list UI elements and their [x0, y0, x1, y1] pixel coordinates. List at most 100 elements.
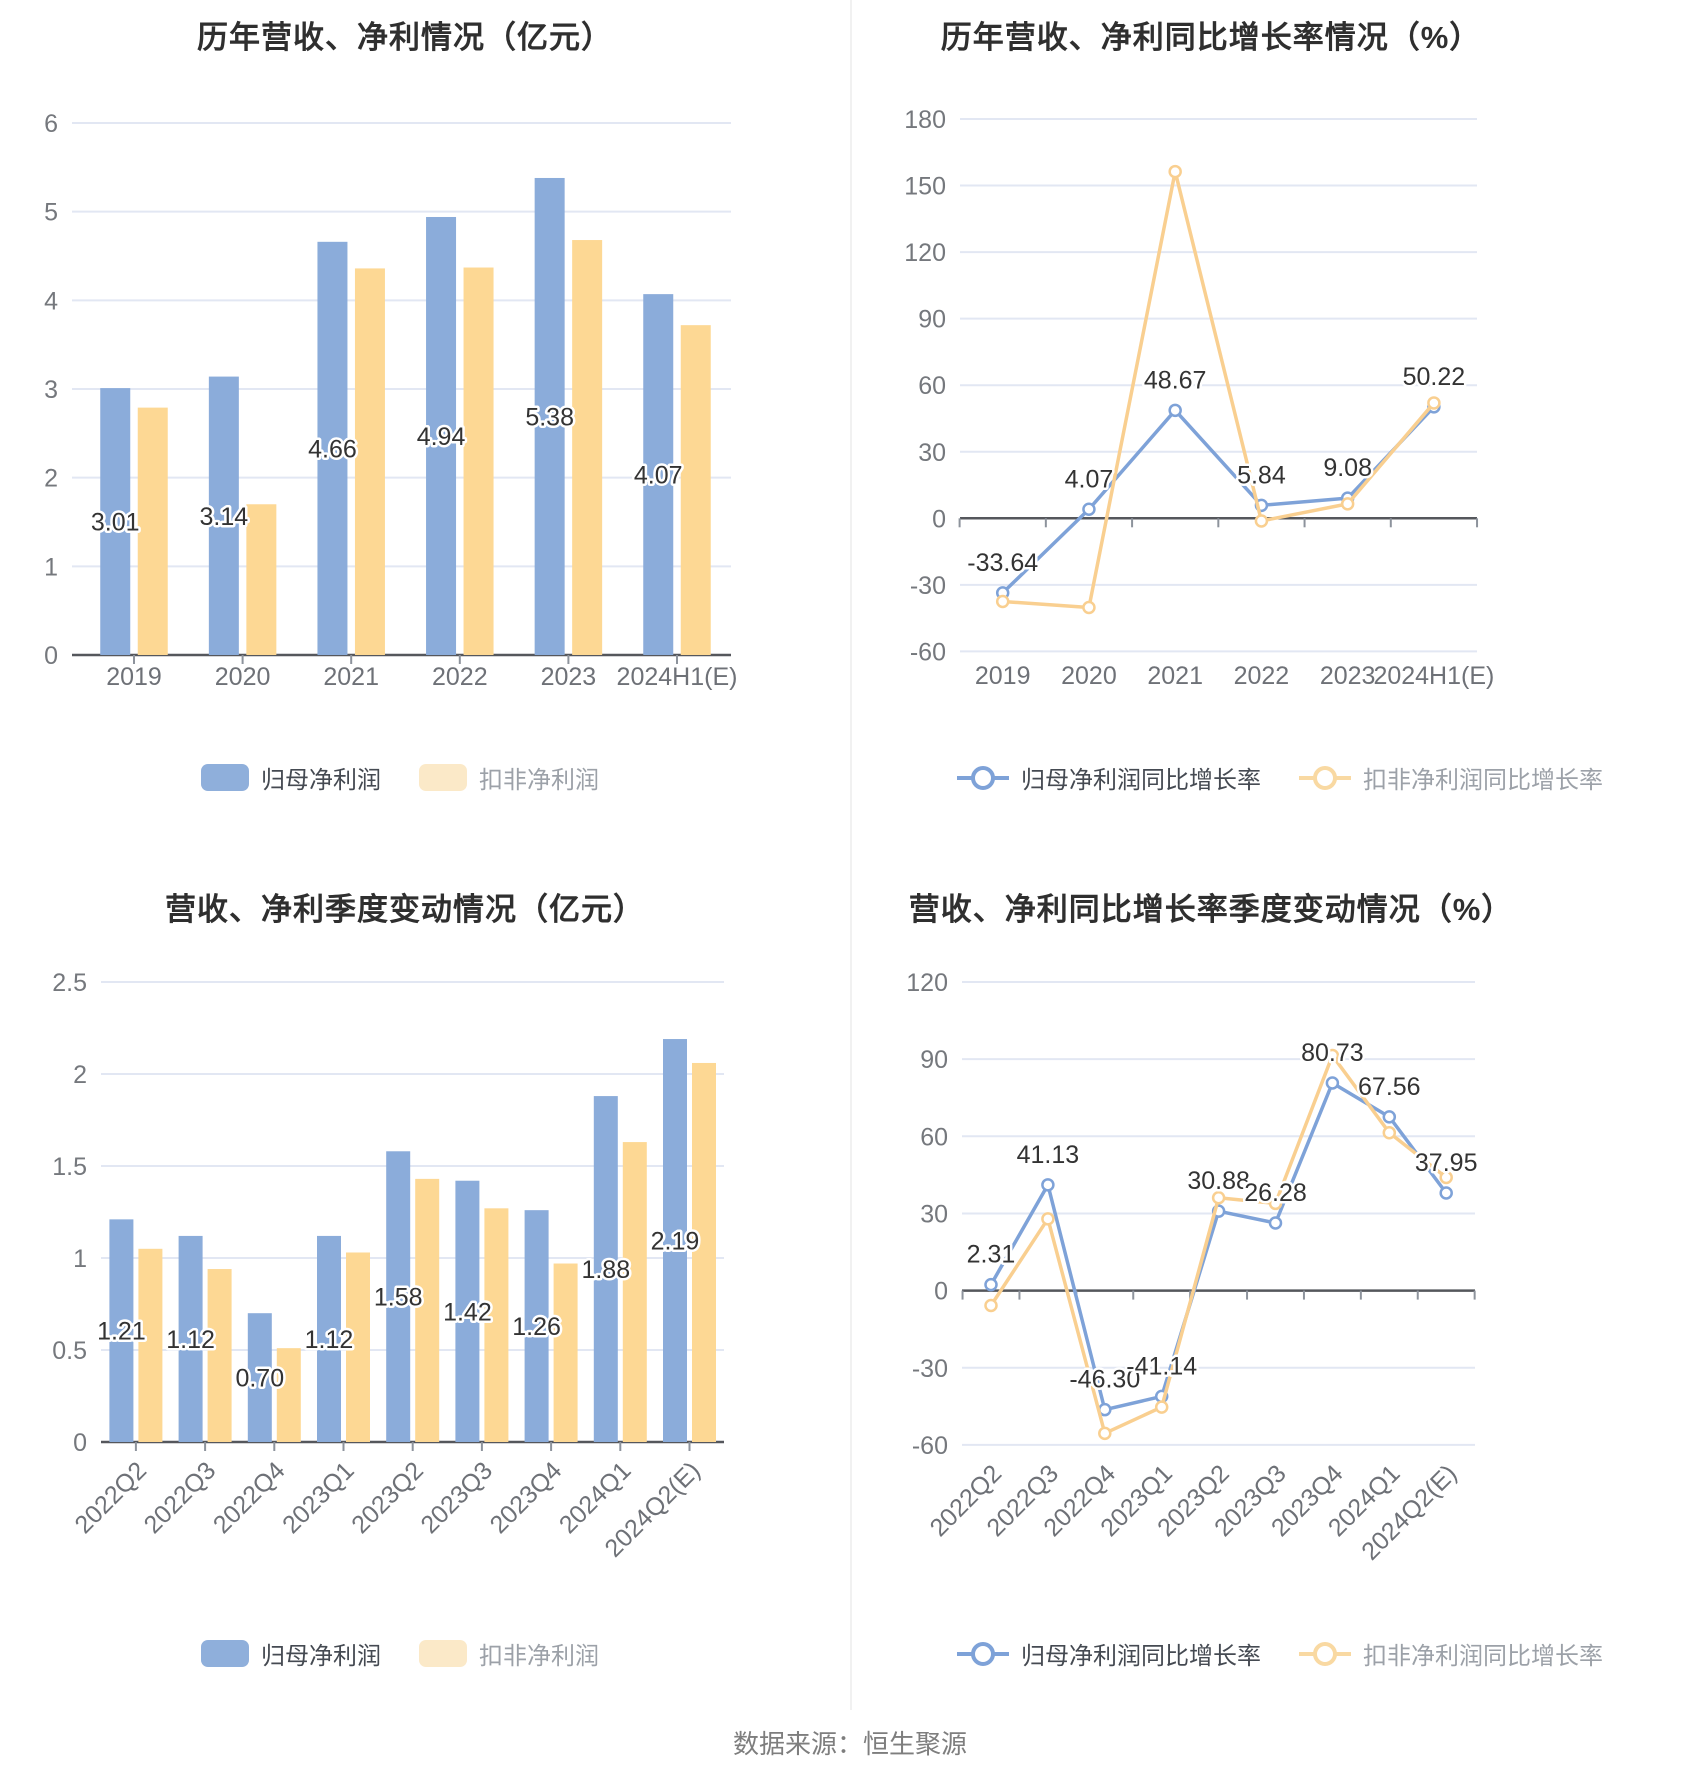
y-axis-label: 3 — [44, 376, 58, 404]
point-marker — [1268, 1216, 1283, 1230]
legend-item-primary[interactable]: 归母净利润同比增长率 — [957, 760, 1261, 795]
point-marker — [1268, 1196, 1283, 1211]
data-label: 1.88 — [581, 1256, 630, 1284]
data-label: 80.73 — [1301, 1039, 1364, 1067]
legend-label: 归母净利润 — [261, 1643, 381, 1670]
y-axis-label: 5 — [44, 199, 58, 227]
point-marker — [984, 1277, 998, 1292]
y-axis-label: 1 — [44, 553, 58, 581]
bar-secondary — [246, 504, 277, 655]
legend-item-primary[interactable]: 归母净利润同比增长率 — [957, 1636, 1261, 1671]
point-marker — [1041, 1178, 1055, 1192]
y-axis-label: 4 — [44, 287, 58, 315]
bar-primary — [109, 1219, 134, 1442]
report-charts-grid: 历年营收、净利情况（亿元） 0 1 2 3 4 5 6 2019 2020 2021 2022 202… — [0, 0, 1700, 1710]
y-axis-label: -60 — [910, 638, 946, 666]
x-axis-label: 2022 — [432, 663, 488, 691]
data-label: 1.42 — [443, 1298, 492, 1326]
legend-line-swatch — [1299, 765, 1351, 790]
legend-line-swatch — [957, 765, 1009, 790]
x-axis-label: 2019 — [975, 662, 1031, 690]
x-axis-label: 2020 — [1061, 662, 1117, 690]
x-axis-label: 2022Q4 — [208, 1456, 291, 1539]
point-marker — [1168, 164, 1182, 179]
legend-swatch — [419, 1640, 467, 1667]
data-label: 1.12 — [166, 1326, 215, 1354]
data-label: -41.14 — [1126, 1352, 1197, 1380]
data-label: 48.67 — [1144, 366, 1207, 394]
y-axis-label: 2.5 — [52, 969, 87, 997]
chart-legend: 归母净利润 扣非净利润 — [0, 1636, 800, 1671]
bar-secondary — [622, 1142, 647, 1442]
bar-primary — [317, 241, 348, 655]
y-axis-label: 1.5 — [52, 1153, 87, 1181]
chart-title: 历年营收、净利同比增长率情况（%） — [940, 20, 1482, 55]
data-label: 2.31 — [967, 1241, 1016, 1269]
bar-secondary — [572, 240, 603, 656]
legend-circle-icon — [971, 1641, 995, 1666]
data-label: 9.08 — [1323, 454, 1372, 482]
chart-legend: 归母净利润同比增长率 扣非净利润同比增长率 — [880, 1636, 1680, 1671]
bar-secondary — [680, 325, 711, 655]
y-axis-label: 90 — [918, 306, 946, 334]
data-label: 3.01 — [91, 509, 140, 537]
bar-primary — [426, 216, 457, 655]
y-axis-label: 30 — [920, 1200, 948, 1228]
x-axis-label: 2022Q2 — [69, 1456, 152, 1539]
chart-quarterly-growth: 营收、净利同比增长率季度变动情况（%） -60 -30 0 30 60 90 120 2022… — [850, 860, 1700, 1710]
data-label: 37.95 — [1415, 1149, 1478, 1177]
legend-item-secondary[interactable]: 扣非净利润 — [419, 760, 599, 795]
bar-primary — [386, 1151, 411, 1442]
data-label: -33.64 — [967, 549, 1038, 577]
bar-primary — [100, 388, 131, 655]
legend-item-secondary[interactable]: 扣非净利润同比增长率 — [1299, 760, 1603, 795]
legend-item-secondary[interactable]: 扣非净利润 — [419, 1636, 599, 1671]
y-axis-label: 2 — [44, 465, 58, 493]
y-axis-label: -30 — [910, 572, 946, 600]
legend-label: 归母净利润 — [261, 767, 381, 794]
y-axis-label: 180 — [904, 106, 946, 134]
bar-secondary — [692, 1062, 716, 1442]
data-label: 0.70 — [235, 1365, 284, 1393]
chart-title: 历年营收、净利情况（亿元） — [197, 20, 613, 55]
legend-item-primary[interactable]: 归母净利润 — [201, 1636, 381, 1671]
point-marker — [1427, 396, 1441, 410]
x-axis-label: 2021 — [1147, 662, 1203, 690]
x-axis-label: 2023 — [1320, 662, 1376, 690]
point-marker — [1439, 1186, 1453, 1200]
point-marker — [1168, 403, 1182, 418]
x-axis-label: 2023Q3 — [415, 1456, 498, 1539]
chart-canvas-annual-profit: 0 1 2 3 4 5 6 2019 2020 2021 2022 2023 2024H1(E) 3.01… — [44, 110, 737, 691]
y-axis-label: 120 — [906, 969, 948, 997]
chart-legend: 归母净利润 扣非净利润 — [0, 760, 800, 795]
series-line-secondary — [1000, 169, 1436, 610]
legend-item-secondary[interactable]: 扣非净利润同比增长率 — [1299, 1636, 1603, 1671]
y-axis-label: 60 — [918, 372, 946, 400]
point-marker — [1154, 1400, 1169, 1414]
data-label: 4.94 — [417, 423, 466, 451]
bar-primary — [247, 1313, 272, 1442]
data-label: 1.26 — [512, 1313, 561, 1341]
y-axis-label: 60 — [920, 1123, 948, 1151]
x-axis-label: 2022 — [1234, 662, 1290, 690]
legend-swatch — [201, 764, 249, 791]
legend-item-primary[interactable]: 归母净利润 — [201, 760, 381, 795]
series-line-secondary — [989, 1053, 1448, 1436]
bar-secondary — [484, 1208, 509, 1442]
chart-quarterly-profit: 营收、净利季度变动情况（亿元） 0 0.5 1 1.5 2 2.5 2022Q2 2022Q3… — [0, 860, 850, 1710]
y-axis-label: 0 — [934, 1278, 948, 1306]
data-label: 1.12 — [305, 1326, 354, 1354]
point-marker — [1254, 514, 1269, 528]
legend-label: 扣非净利润同比增长率 — [1363, 767, 1603, 794]
legend-label: 归母净利润同比增长率 — [1021, 767, 1261, 794]
bar-primary — [663, 1039, 687, 1442]
x-axis-label: 2022Q3 — [139, 1456, 222, 1539]
point-marker — [1439, 1170, 1453, 1185]
legend-label: 扣非净利润同比增长率 — [1363, 1643, 1603, 1670]
data-label: 2.19 — [651, 1228, 700, 1256]
bar-secondary — [207, 1269, 232, 1442]
bar-secondary — [553, 1263, 578, 1442]
y-axis-label: 0 — [73, 1429, 87, 1457]
chart-title: 营收、净利季度变动情况（亿元） — [165, 892, 645, 927]
data-label: 4.66 — [308, 435, 357, 463]
